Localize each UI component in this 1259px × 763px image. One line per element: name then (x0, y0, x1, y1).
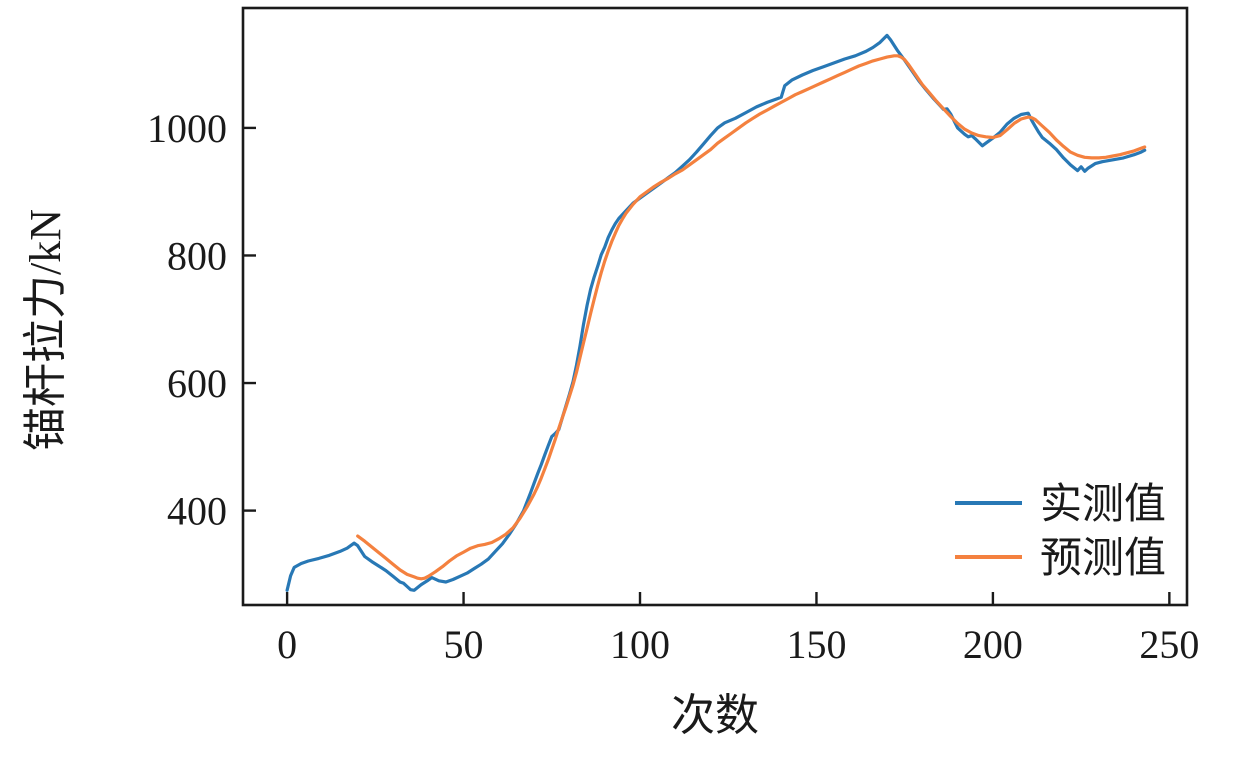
y-axis-label: 锚杆拉力/kN (21, 209, 70, 451)
x-axis-label: 次数 (671, 691, 759, 740)
x-tick-label-250: 250 (1139, 622, 1199, 667)
x-tick-label-200: 200 (963, 622, 1023, 667)
y-tick-label-1000: 1000 (147, 106, 227, 151)
measured-value-line (285, 33, 1147, 592)
y-tick-label-600: 600 (167, 361, 227, 406)
x-tick-label-50: 50 (444, 622, 484, 667)
y-tick-label-800: 800 (167, 233, 227, 278)
x-tick-label-100: 100 (610, 622, 670, 667)
plot-border (241, 6, 1189, 607)
x-tick-label-150: 150 (786, 622, 846, 667)
legend-label-measured: 实测值 (1040, 481, 1166, 528)
x-tick-label-0: 0 (277, 622, 297, 667)
legend-label-predicted: 预测值 (1040, 536, 1166, 582)
y-tick-label-400: 400 (167, 489, 227, 534)
predicted-value-line (356, 54, 1147, 581)
